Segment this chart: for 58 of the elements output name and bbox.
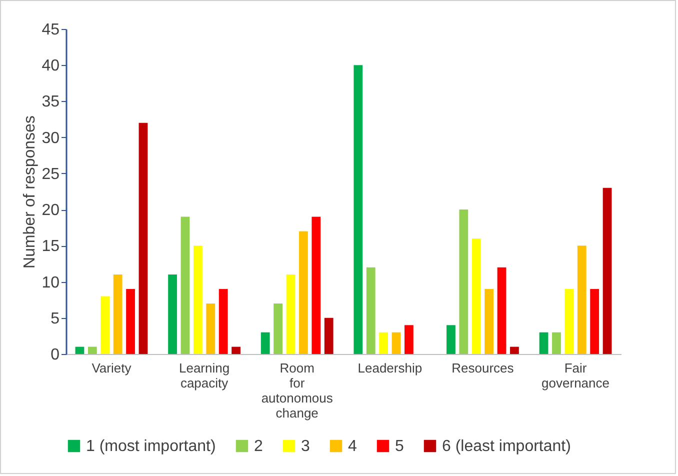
bar — [577, 246, 586, 354]
x-tick-label: Leadership — [358, 360, 422, 376]
bar — [472, 238, 481, 354]
bar — [564, 289, 574, 354]
legend-label: 4 — [348, 438, 357, 455]
bar — [404, 325, 414, 354]
y-tick-label: 30 — [42, 130, 60, 147]
bar — [193, 246, 202, 354]
x-tick-label: Room for autonomous change — [261, 360, 334, 420]
y-tick-label: 40 — [42, 58, 60, 75]
bar — [126, 289, 135, 354]
bar — [510, 346, 519, 354]
bar — [497, 267, 506, 354]
bar — [168, 274, 177, 354]
x-tick-label: Fair governance — [542, 360, 610, 390]
bar — [312, 216, 321, 354]
y-tick-label: 0 — [50, 346, 60, 364]
y-tick-label: 20 — [42, 202, 60, 220]
bar — [260, 332, 270, 354]
bar — [88, 346, 97, 354]
legend-label: 5 — [395, 438, 404, 455]
bar — [113, 274, 122, 354]
legend-label: 6 (least important) — [442, 438, 571, 455]
bar — [232, 346, 240, 354]
y-tick-label: 10 — [42, 274, 60, 292]
bar — [75, 346, 84, 354]
bar — [459, 210, 468, 354]
y-tick-label: 45 — [42, 22, 60, 38]
bar — [100, 296, 110, 354]
x-tick-label: Learning capacity — [178, 360, 230, 390]
bar — [299, 231, 308, 354]
bar — [379, 332, 388, 354]
bar — [602, 188, 612, 354]
bar — [286, 274, 296, 354]
y-tick-label: 35 — [42, 94, 60, 111]
x-tick-label: Variety — [92, 360, 132, 376]
bar — [354, 65, 363, 354]
y-axis-title: Number of responses — [22, 116, 39, 268]
bar — [392, 332, 401, 354]
bar — [218, 289, 228, 354]
bar — [274, 303, 282, 354]
bar — [539, 332, 548, 354]
bar — [484, 289, 494, 354]
legend-label: 1 (most important) — [86, 438, 216, 455]
bar — [206, 303, 216, 354]
bar — [138, 122, 148, 354]
y-tick-label: 25 — [42, 166, 60, 183]
x-tick-label: Resources — [452, 360, 514, 376]
bar — [552, 332, 561, 354]
bar — [446, 325, 456, 354]
legend-label: 3 — [301, 438, 310, 455]
bar — [366, 267, 376, 354]
y-tick-label: 15 — [42, 238, 60, 256]
y-tick-label: 5 — [50, 310, 60, 328]
bar — [590, 289, 600, 354]
bar — [324, 318, 334, 354]
legend-label: 2 — [254, 438, 263, 455]
bar — [180, 216, 190, 354]
